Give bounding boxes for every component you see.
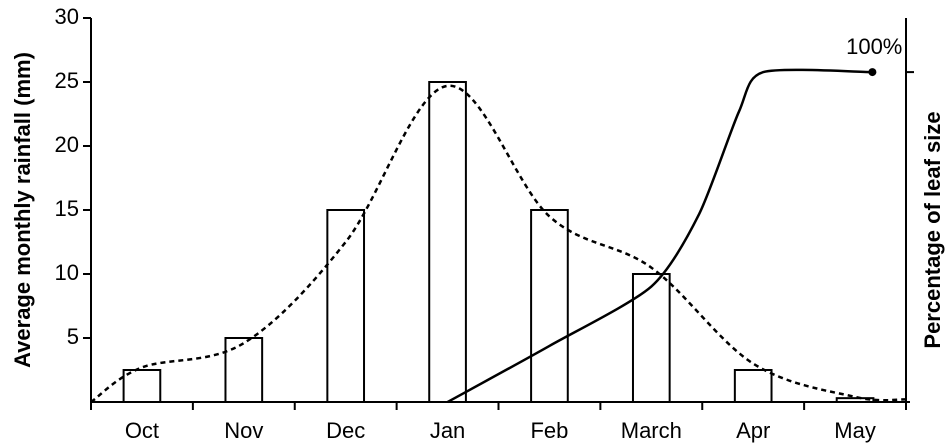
y-tick-label: 10 (55, 260, 79, 285)
x-tick-label: Dec (326, 418, 365, 443)
x-tick-label: Apr (736, 418, 770, 443)
bar (224, 337, 264, 403)
y-axis-label: Average monthly rainfall (mm) (10, 52, 35, 368)
bar (530, 209, 569, 403)
x-tick-label: May (834, 418, 876, 443)
dashed-line (90, 84, 907, 404)
y-tick-label: 30 (55, 4, 79, 29)
bar (835, 397, 875, 404)
bar (122, 369, 162, 403)
x-tick-label: Oct (125, 418, 159, 443)
y-tick-label: 25 (55, 68, 79, 93)
annotation: 100% (846, 34, 902, 59)
y-tick-label: 5 (67, 324, 79, 349)
y-tick-label: 15 (55, 196, 79, 221)
bar (631, 273, 671, 403)
y2-axis-label: Percentage of leaf size (920, 111, 945, 348)
bar (326, 209, 366, 403)
x-tick-label: March (621, 418, 682, 443)
bar (428, 81, 467, 403)
x-tick-label: Jan (430, 418, 465, 443)
solid-line (446, 68, 873, 404)
x-tick-label: Nov (224, 418, 263, 443)
x-tick-label: Feb (530, 418, 568, 443)
bar (733, 369, 773, 403)
end-point (868, 68, 877, 77)
y-tick-label: 20 (55, 132, 79, 157)
